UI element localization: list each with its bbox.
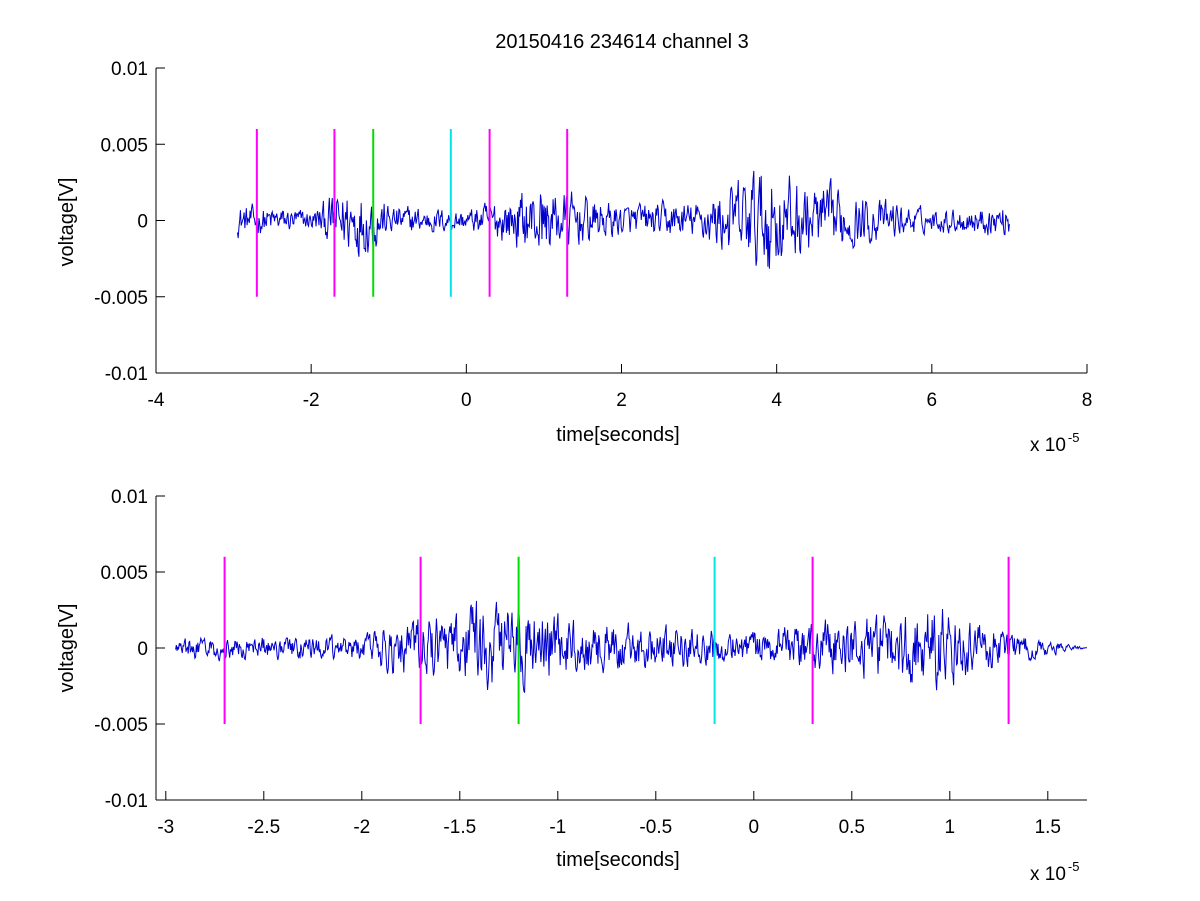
x-tick-label: -2 — [353, 817, 370, 838]
plot-title: 20150416 234614 channel 3 — [495, 31, 749, 53]
x-tick-label: -0.5 — [639, 817, 672, 838]
y-tick-label: 0.005 — [100, 135, 148, 156]
signal-trace — [236, 170, 1010, 269]
x-tick-label: -1.5 — [443, 817, 476, 838]
bottom-plot-markers — [223, 556, 1010, 724]
x-tick-label: -2.5 — [247, 817, 280, 838]
x-axis-multiplier: x 10 -5 — [1030, 430, 1079, 456]
multiplier-exponent: -5 — [1068, 430, 1080, 445]
x-tick-label: 8 — [1082, 390, 1093, 411]
top-plot-axes: -4 -2 0 2 4 6 8 0.01 0.005 0 -0.005 -0.01 — [94, 59, 1092, 411]
top-plot: 20150416 234614 channel 3 -4 -2 0 2 4 6 8 0.01 0… — [56, 31, 1092, 456]
x-axis-multiplier: x 10 -5 — [1030, 859, 1079, 885]
x-tick-label: 6 — [927, 390, 938, 411]
multiplier-exponent: -5 — [1068, 859, 1080, 874]
x-tick-label: 1.5 — [1035, 817, 1061, 838]
x-tick-label: 1 — [945, 817, 956, 838]
y-tick-label: 0 — [137, 639, 148, 660]
x-tick-label: 4 — [771, 390, 782, 411]
bottom-plot: -3 -2.5 -2 -1.5 -1 -0.5 0 0.5 1 1.5 0.01 0.005 0 -0.0… — [56, 487, 1088, 885]
y-tick-label: 0.01 — [111, 487, 148, 508]
x-tick-label: 2 — [616, 390, 627, 411]
x-tick-label: 0.5 — [839, 817, 865, 838]
bottom-plot-axes: -3 -2.5 -2 -1.5 -1 -0.5 0 0.5 1 1.5 0.01 0.005 0 -0.0… — [94, 487, 1087, 838]
x-tick-label: -1 — [549, 817, 566, 838]
x-tick-label: -2 — [303, 390, 320, 411]
y-tick-label: -0.005 — [94, 715, 148, 736]
top-plot-markers — [255, 129, 569, 297]
bottom-plot-series — [175, 600, 1088, 693]
multiplier-base: x 10 — [1030, 435, 1066, 456]
y-axis-label: voltage[V] — [56, 178, 78, 267]
top-plot-series — [236, 170, 1010, 269]
y-tick-label: -0.01 — [105, 791, 148, 812]
y-axis-label: voltage[V] — [56, 604, 78, 693]
y-tick-label: 0.01 — [111, 59, 148, 80]
signal-trace — [175, 600, 1088, 693]
y-tick-label: -0.01 — [105, 364, 148, 385]
x-axis-label: time[seconds] — [556, 424, 679, 446]
multiplier-base: x 10 — [1030, 864, 1066, 885]
x-tick-label: 0 — [749, 817, 760, 838]
x-tick-label: -4 — [148, 390, 165, 411]
x-axis-label: time[seconds] — [556, 849, 679, 871]
y-tick-label: 0.005 — [100, 563, 148, 584]
x-tick-label: 0 — [461, 390, 472, 411]
x-tick-label: -3 — [157, 817, 174, 838]
y-tick-label: 0 — [137, 212, 148, 233]
y-tick-label: -0.005 — [94, 288, 148, 309]
